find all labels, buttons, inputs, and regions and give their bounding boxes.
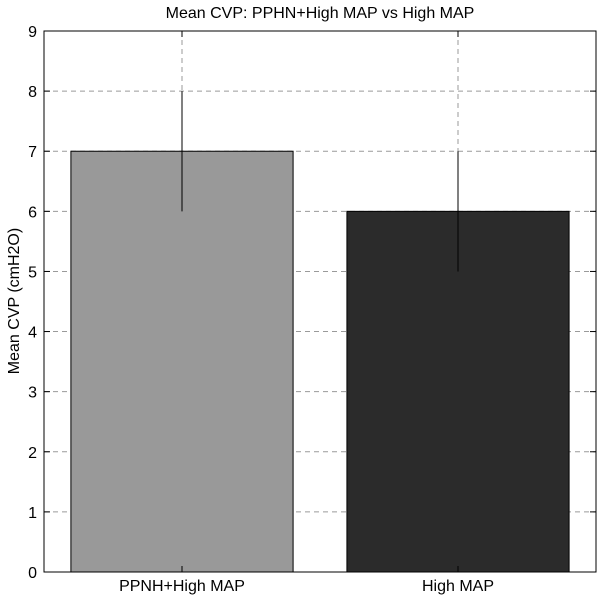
y-tick-label: 3 bbox=[28, 385, 37, 402]
x-tick-label: High MAP bbox=[422, 578, 494, 595]
y-tick-label: 7 bbox=[28, 144, 37, 161]
error-bars bbox=[181, 91, 459, 272]
y-tick-label: 8 bbox=[28, 84, 37, 101]
y-tick-label: 0 bbox=[28, 565, 37, 582]
y-tick-label: 9 bbox=[28, 24, 37, 41]
bars bbox=[70, 150, 570, 573]
axis-ticks: 0 1 2 3 4 5 6 7 8 9 PPNH+High MAP High MAP bbox=[28, 24, 596, 595]
y-tick-label: 6 bbox=[28, 204, 37, 221]
y-tick-label: 5 bbox=[28, 264, 37, 281]
y-axis-label: Mean CVP (cmH2O) bbox=[6, 228, 23, 374]
y-tick-label: 4 bbox=[28, 325, 37, 342]
bar-0 bbox=[70, 150, 294, 573]
plot-frame bbox=[43, 30, 597, 573]
x-tick-label: PPNH+High MAP bbox=[119, 578, 245, 595]
chart-title: Mean CVP: PPHN+High MAP vs High MAP bbox=[166, 5, 475, 22]
y-tick-label: 1 bbox=[28, 505, 37, 522]
y-tick-label: 2 bbox=[28, 445, 37, 462]
